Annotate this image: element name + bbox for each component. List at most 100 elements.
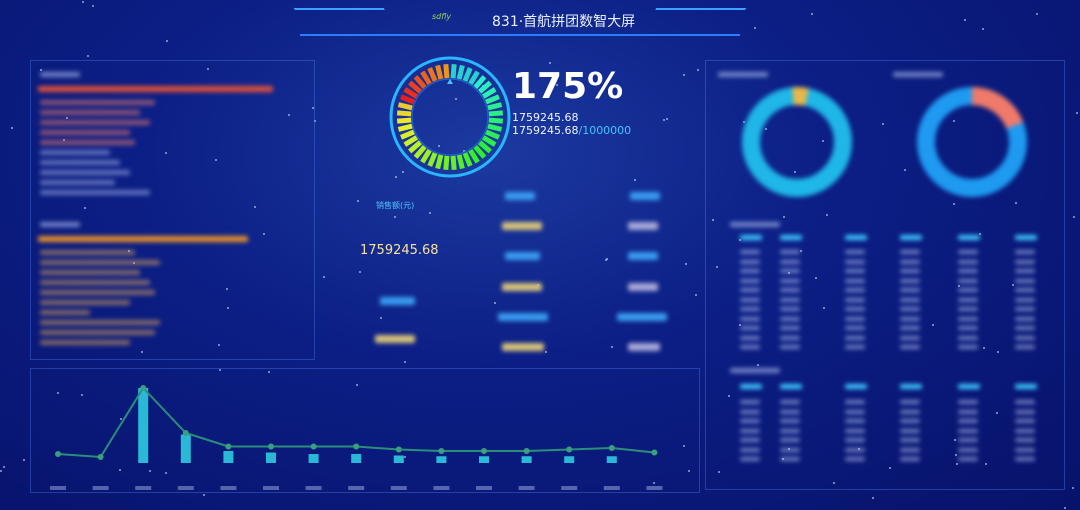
star	[287, 113, 290, 116]
table-cell	[780, 400, 800, 404]
rank-item	[40, 190, 150, 195]
table-cell	[900, 457, 920, 461]
star	[82, 0, 85, 3]
star	[727, 394, 730, 397]
chart-point	[225, 443, 232, 450]
table-cell	[740, 278, 760, 283]
gauge-tick	[487, 123, 503, 132]
table-cell	[740, 345, 760, 349]
gauge-tick	[420, 148, 432, 164]
star	[438, 144, 441, 147]
star	[793, 170, 796, 173]
table-cell	[900, 428, 920, 433]
table-cell	[958, 447, 978, 452]
star	[403, 456, 406, 459]
star	[203, 494, 206, 497]
progress-target: /1000000	[578, 124, 632, 137]
x-tick-label	[177, 486, 194, 490]
gauge-tick	[397, 102, 413, 111]
star	[663, 118, 666, 121]
star	[952, 203, 955, 206]
gauge-tick	[456, 154, 465, 170]
star	[549, 62, 552, 65]
rank-item	[40, 330, 155, 335]
table-cell	[740, 447, 760, 452]
table-cell	[900, 345, 920, 349]
star	[81, 394, 84, 397]
star	[214, 158, 217, 161]
table-cell	[740, 326, 760, 330]
table-header	[958, 384, 980, 389]
star	[218, 344, 221, 347]
star	[1075, 112, 1078, 115]
table-header	[780, 384, 802, 389]
star	[712, 218, 715, 221]
table-cell	[740, 307, 760, 311]
table-cell	[780, 250, 800, 254]
star	[815, 276, 818, 279]
table-header	[1015, 384, 1037, 389]
star	[957, 284, 960, 287]
table-cell	[845, 438, 865, 442]
table-cell	[958, 419, 978, 423]
star	[556, 84, 559, 87]
table-cell	[780, 316, 800, 321]
star	[981, 27, 984, 30]
rank-item	[40, 320, 160, 325]
table-cell	[740, 297, 760, 302]
star	[225, 287, 228, 290]
gauge-tick	[478, 140, 492, 154]
chart-point	[481, 448, 487, 454]
gauge-percent: 175%	[512, 66, 624, 107]
star	[633, 178, 636, 181]
table-cell	[1015, 428, 1035, 433]
gauge-tick	[427, 152, 438, 167]
header-decoration-left	[293, 8, 397, 30]
gauge-tick	[396, 110, 412, 117]
right-panel	[705, 60, 1065, 490]
table-cell	[958, 307, 978, 311]
star	[764, 128, 767, 131]
star	[717, 471, 720, 474]
star	[83, 207, 86, 210]
table-cell	[1015, 278, 1035, 283]
stat-value	[502, 283, 542, 291]
rank-item	[40, 140, 135, 145]
x-tick-label	[263, 486, 279, 490]
star	[739, 324, 742, 327]
chart-bar	[564, 456, 575, 463]
table-cell	[1015, 400, 1035, 404]
gauge-tick	[468, 148, 480, 164]
table-header	[740, 235, 762, 240]
sales-label: 销售额(元)	[376, 201, 415, 210]
table-cell	[958, 297, 978, 302]
star	[800, 249, 803, 252]
table-title	[730, 222, 780, 227]
table-cell	[958, 269, 978, 273]
table-cell	[780, 335, 800, 340]
stat-value	[502, 222, 542, 230]
star	[666, 118, 669, 120]
table-cell	[740, 419, 760, 423]
star	[932, 323, 935, 326]
star	[753, 27, 756, 30]
gauge-tick	[403, 87, 419, 99]
left-panel	[30, 60, 315, 360]
table-cell	[1015, 447, 1035, 452]
table-cell	[900, 297, 920, 302]
star	[872, 496, 875, 499]
star	[996, 411, 999, 414]
x-tick-label	[646, 486, 663, 490]
star	[1014, 202, 1017, 205]
table-cell	[845, 457, 865, 461]
star	[1035, 12, 1038, 15]
stat-value	[628, 283, 658, 291]
table-cell	[900, 326, 920, 330]
star	[904, 169, 907, 172]
page-title: 831·首航拼团数智大屏	[492, 14, 636, 30]
chart-bar	[266, 452, 276, 463]
star	[683, 444, 685, 447]
table-header	[780, 235, 802, 240]
rank-item	[40, 150, 110, 155]
gauge-progress: 1759245.68/1000000	[512, 124, 631, 137]
